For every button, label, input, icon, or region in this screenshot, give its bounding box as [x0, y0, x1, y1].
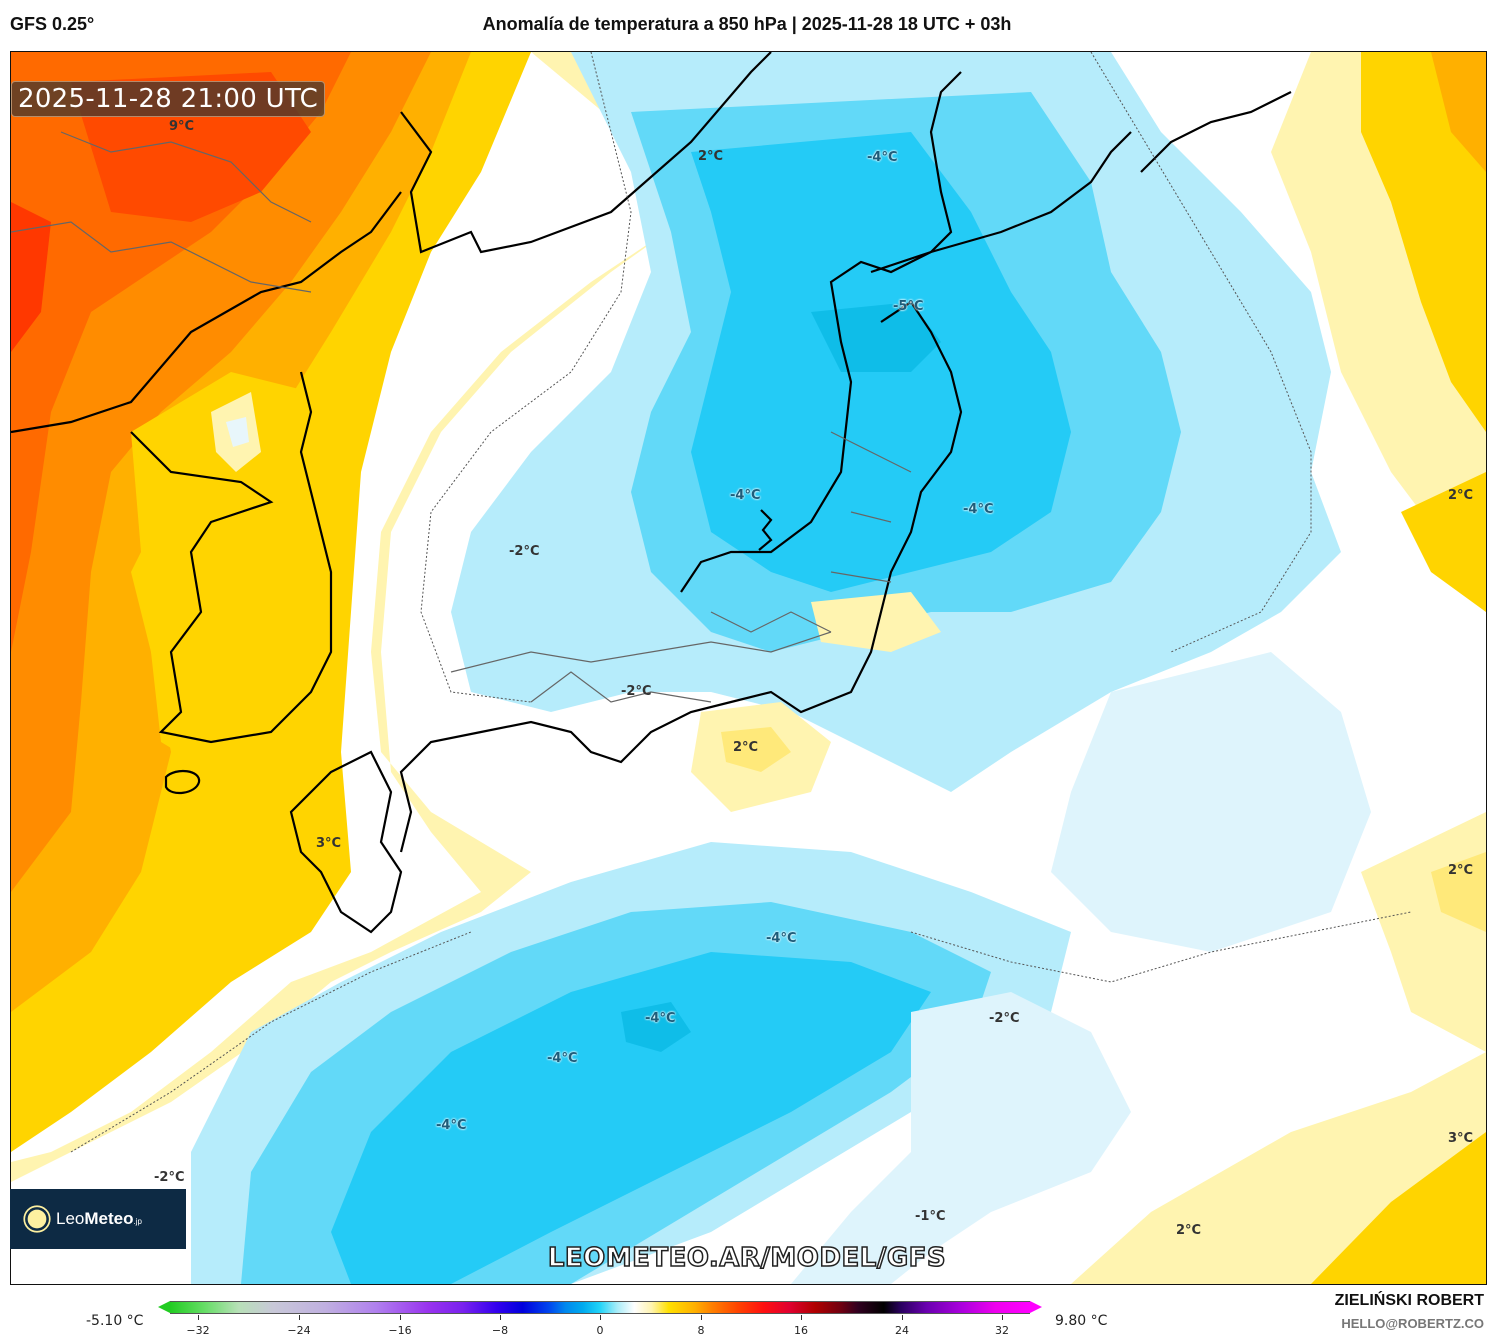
site-watermark: LEOMETEO.AR/MODEL/GFS	[547, 1242, 947, 1274]
temperature-anomaly-map[interactable]: 2025-11-28 21:00 UTC 9°C 2°C -4°C -5°C -…	[10, 51, 1487, 1285]
colorbar-tick	[198, 1315, 199, 1320]
colorbar-tick-label: −32	[186, 1324, 210, 1337]
contour-label: -2°C	[509, 544, 540, 559]
contour-label: 2°C	[1448, 863, 1474, 878]
contour-label: -4°C	[867, 150, 898, 165]
contour-label: -4°C	[963, 502, 994, 517]
leometeo-logo[interactable]: LeoMeteo.jp	[10, 1189, 186, 1249]
colorbar-tick-label: 32	[995, 1324, 1009, 1337]
valid-time-badge: 2025-11-28 21:00 UTC	[11, 81, 326, 117]
colorbar-tick-label: 0	[596, 1324, 604, 1337]
anomaly-contour-field	[11, 52, 1486, 1284]
contour-label: -5°C	[893, 299, 924, 314]
colorbar-min-value: -5.10 °C	[86, 1313, 144, 1329]
colorbar-tick-label: −24	[287, 1324, 311, 1337]
contour-label: -4°C	[645, 1011, 676, 1026]
colorbar	[158, 1301, 1042, 1314]
prefecture-borders	[11, 131, 912, 703]
colorbar-gradient	[170, 1301, 1030, 1314]
colorbar-max-arrow	[1030, 1301, 1042, 1313]
colorbar-tick-label: 8	[697, 1324, 705, 1337]
map-title: Anomalía de temperatura a 850 hPa | 2025…	[482, 14, 1012, 34]
contour-label: -2°C	[989, 1011, 1020, 1026]
colorbar-tick	[701, 1315, 702, 1320]
contour-label: -4°C	[730, 488, 761, 503]
contour-label: 3°C	[316, 836, 342, 851]
contour-label: -1°C	[915, 1209, 946, 1224]
contour-label: 2°C	[1448, 488, 1474, 503]
colorbar-tick-label: 24	[895, 1324, 909, 1337]
sun-icon	[27, 1209, 47, 1229]
contour-label: -4°C	[436, 1118, 467, 1133]
model-name: GFS 0.25°	[10, 14, 95, 34]
contour-label: -4°C	[766, 931, 797, 946]
colorbar-tick	[299, 1315, 300, 1320]
colorbar-tick	[400, 1315, 401, 1320]
coastlines	[11, 52, 1292, 934]
colorbar-tick-label: −16	[388, 1324, 412, 1337]
colorbar-tick	[600, 1315, 601, 1320]
colorbar-tick	[801, 1315, 802, 1320]
colorbar-tick	[500, 1315, 501, 1320]
contour-label: 3°C	[1448, 1131, 1474, 1146]
contour-label: 9°C	[169, 119, 195, 134]
colorbar-tick	[902, 1315, 903, 1320]
contour-label: -2°C	[154, 1170, 185, 1185]
contour-label: 2°C	[1176, 1223, 1202, 1238]
colorbar-tick-label: 16	[794, 1324, 808, 1337]
author-email[interactable]: HELLO@ROBERTZ.CO	[1341, 1316, 1484, 1331]
zero-contours	[70, 52, 1412, 1153]
contour-label: -2°C	[621, 684, 652, 699]
colorbar-tick-label: −8	[491, 1324, 509, 1337]
contour-label: -4°C	[547, 1051, 578, 1066]
colorbar-max-value: 9.80 °C	[1055, 1313, 1108, 1329]
colorbar-tick	[1002, 1315, 1003, 1320]
logo-text: LeoMeteo.jp	[56, 1209, 142, 1228]
contour-label: 2°C	[733, 740, 759, 755]
contour-label: 2°C	[698, 149, 724, 164]
author-name: ZIELIŃSKI ROBERT	[1334, 1292, 1484, 1309]
colorbar-min-arrow	[158, 1301, 170, 1313]
